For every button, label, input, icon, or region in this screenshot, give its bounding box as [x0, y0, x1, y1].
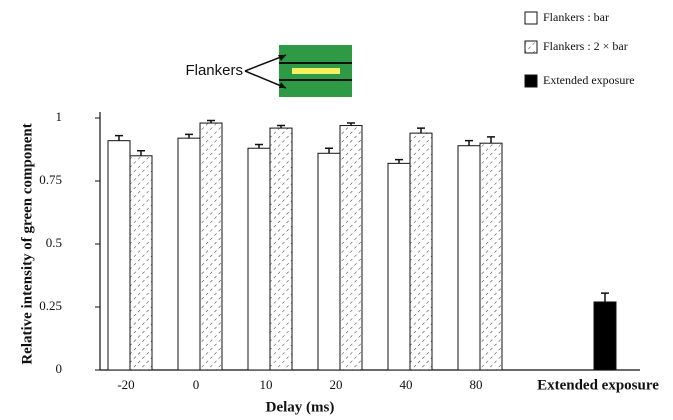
bar — [107, 140, 131, 371]
error-bar — [417, 127, 425, 134]
error-bar — [185, 133, 193, 139]
error-bar — [395, 158, 403, 164]
legend-swatch — [524, 40, 538, 54]
x-tick-label: 20 — [330, 377, 343, 392]
bar — [479, 142, 503, 371]
bar — [129, 155, 153, 371]
x-tick-label: -20 — [117, 377, 134, 392]
error-bar — [487, 136, 495, 144]
bar — [387, 162, 411, 371]
error-bar — [137, 150, 145, 156]
legend-swatch — [524, 11, 538, 25]
x-tick-label: 0 — [193, 377, 200, 392]
bar — [269, 127, 293, 371]
legend-swatch — [524, 74, 538, 88]
y-tick-label: 1 — [56, 109, 63, 124]
x-tick-label: 40 — [400, 377, 413, 392]
bar — [409, 132, 433, 371]
bar — [593, 301, 617, 371]
error-bar — [347, 122, 355, 126]
y-tick-label: 0.5 — [46, 235, 62, 250]
bar — [339, 125, 363, 371]
error-bar — [601, 292, 609, 302]
bar — [247, 147, 271, 371]
x-tick-label: 80 — [470, 377, 483, 392]
error-bar — [277, 124, 285, 129]
bar — [177, 137, 201, 371]
y-axis-label: Relative intensity of green component — [19, 123, 35, 364]
x-axis-label: Delay (ms) — [266, 399, 335, 415]
legend-label: Flankers : bar — [543, 10, 609, 24]
y-tick-label: 0.25 — [39, 298, 62, 313]
x-tick-label: 10 — [260, 377, 273, 392]
y-tick-label: 0 — [56, 361, 63, 376]
error-bar — [115, 134, 123, 141]
annotation: Flankers — [185, 62, 243, 79]
legend-label: Extended exposure — [543, 73, 635, 87]
error-bar — [255, 143, 263, 149]
inset-image — [244, 45, 352, 97]
legend-label: Flankers : 2 × bar — [543, 39, 628, 53]
y-tick-label: 0.75 — [39, 172, 62, 187]
error-bar — [325, 147, 333, 154]
error-bar — [207, 119, 215, 124]
error-bar — [465, 139, 473, 146]
x-tick-label-bold: Extended exposure — [537, 377, 659, 393]
bar — [199, 122, 223, 371]
bar — [457, 145, 481, 371]
bar — [317, 152, 341, 371]
